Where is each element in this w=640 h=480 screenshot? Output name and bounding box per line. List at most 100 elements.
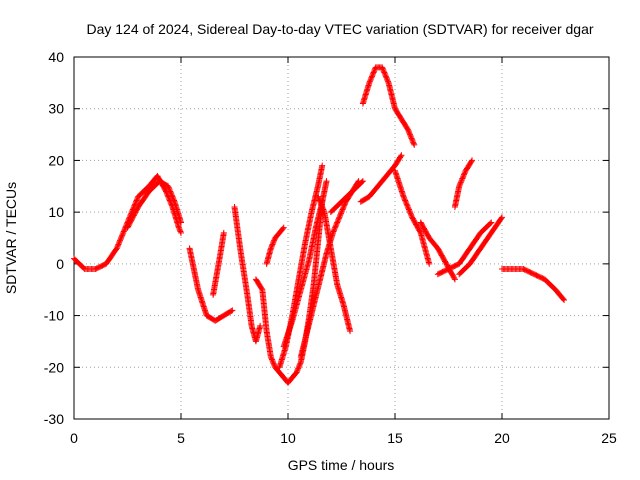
data-point xyxy=(488,219,495,226)
data-point xyxy=(338,209,345,216)
x-tick-label: 5 xyxy=(177,430,185,446)
data-point xyxy=(358,179,365,186)
data-point xyxy=(228,308,235,315)
data-point xyxy=(426,260,433,267)
data-point xyxy=(133,197,140,204)
y-tick-label: -10 xyxy=(44,308,64,324)
data-point xyxy=(347,328,354,335)
data-point xyxy=(168,191,175,198)
grid-horizontal xyxy=(74,108,609,368)
data-point xyxy=(405,206,412,213)
data-point xyxy=(220,229,227,236)
data-point xyxy=(384,77,391,84)
data-point xyxy=(457,179,464,186)
data-point xyxy=(404,202,411,209)
y-tick-label: -30 xyxy=(44,411,64,427)
data-point xyxy=(405,205,412,212)
data-point xyxy=(315,194,322,201)
data-point xyxy=(169,193,176,200)
data-point xyxy=(257,322,264,329)
data-point xyxy=(318,201,325,208)
data-point xyxy=(337,211,344,218)
data-point xyxy=(409,138,416,145)
data-point xyxy=(404,203,411,210)
data-point xyxy=(279,225,286,232)
data-point xyxy=(451,275,458,282)
data-point xyxy=(402,198,409,205)
data-point xyxy=(119,231,126,238)
data-point xyxy=(461,170,468,177)
chart-title: Day 124 of 2024, Sidereal Day-to-day VTE… xyxy=(86,21,593,37)
y-axis-label: SDTVAR / TECUs xyxy=(3,182,19,294)
y-tick-label: 20 xyxy=(48,152,64,168)
data-point xyxy=(408,211,415,218)
data-point xyxy=(296,362,303,369)
data-point xyxy=(293,369,300,376)
data-point xyxy=(329,229,336,236)
data-point xyxy=(133,198,140,205)
data-point xyxy=(280,224,287,231)
data-point xyxy=(269,241,276,248)
data-point xyxy=(229,307,236,314)
data-point xyxy=(267,353,274,360)
data-point xyxy=(316,197,323,204)
data-point xyxy=(410,140,417,147)
data-point xyxy=(334,218,341,225)
data-point xyxy=(175,224,182,231)
data-point xyxy=(379,65,386,72)
data-point xyxy=(401,194,408,201)
x-tick-label: 10 xyxy=(280,430,296,446)
data-point xyxy=(118,233,125,240)
data-point xyxy=(408,135,415,142)
x-axis-label: GPS time / hours xyxy=(288,457,395,473)
data-point xyxy=(406,209,413,216)
y-tick-label: 40 xyxy=(48,49,64,65)
data-point xyxy=(331,225,338,232)
data-point xyxy=(268,242,275,249)
data-point xyxy=(165,183,172,190)
data-point xyxy=(406,131,413,138)
data-point xyxy=(270,360,277,367)
data-point xyxy=(176,225,183,232)
data-point xyxy=(335,216,342,223)
data-point xyxy=(118,235,125,241)
data-point xyxy=(121,225,128,232)
data-point xyxy=(367,77,374,84)
data-point xyxy=(271,237,278,244)
data-point xyxy=(341,202,348,209)
data-point xyxy=(382,73,389,80)
data-point xyxy=(294,368,301,375)
data-point xyxy=(337,210,344,217)
data-point xyxy=(332,223,339,230)
data-point xyxy=(119,232,126,239)
data-point xyxy=(258,285,265,292)
data-point xyxy=(318,202,325,209)
data-point xyxy=(367,75,374,82)
data-point xyxy=(459,174,466,181)
data-point xyxy=(408,134,415,141)
data-point xyxy=(132,200,139,207)
data-point xyxy=(340,203,347,210)
data-point xyxy=(368,73,375,80)
data-point xyxy=(330,228,337,235)
data-point xyxy=(178,219,184,226)
data-point xyxy=(417,228,424,235)
data-point xyxy=(323,178,330,185)
data-point xyxy=(116,238,123,245)
y-tick-labels: -30 -20 -10 0 10 20 30 40 xyxy=(44,49,64,427)
data-point xyxy=(320,207,327,214)
data-point xyxy=(113,245,120,252)
data-point xyxy=(339,206,346,213)
data-point xyxy=(319,162,326,169)
data-point xyxy=(406,130,413,137)
data-point xyxy=(403,201,410,208)
data-point xyxy=(380,68,387,75)
data-point xyxy=(270,240,277,247)
data-point xyxy=(401,196,408,203)
data-point xyxy=(340,205,347,212)
data-point xyxy=(468,158,475,165)
data-point xyxy=(314,193,321,200)
data-point xyxy=(403,200,410,207)
data-point xyxy=(411,141,418,148)
data-point xyxy=(317,200,324,207)
